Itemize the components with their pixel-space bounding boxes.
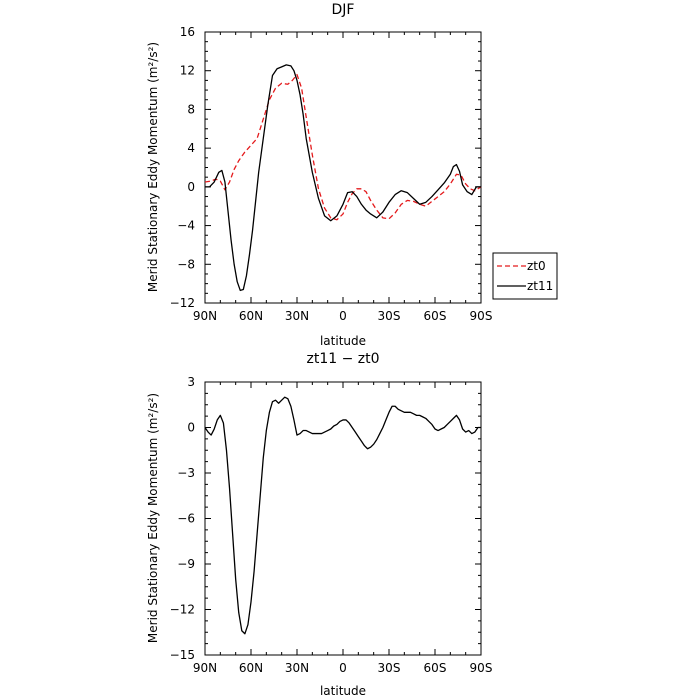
panel-bottom-ytick-label: −6 [177, 512, 195, 526]
panel-bottom-series-line-0 [204, 396, 481, 635]
legend-box [492, 252, 558, 300]
panel-top-xtick-label: 60N [239, 309, 263, 323]
panel-top-xtick-label: 30S [378, 309, 401, 323]
panel-bottom-ytick-label: −15 [170, 648, 195, 662]
panel-bottom-xtick-label: 30S [378, 661, 401, 675]
panel-top-xtick-label: 0 [339, 309, 347, 323]
panel-bottom-xlabel: latitude [320, 684, 366, 698]
panel-top-plot-area: 90N 60N 30N 0 30S 60S 90S −12 −8 −4 0 4 8 12 16 [170, 25, 493, 323]
panel-bottom-ytick-label: 3 [187, 375, 195, 389]
panel-top-ytick-label: −12 [170, 296, 195, 310]
panel-bottom-title: zt11 − zt0 [306, 351, 379, 367]
panel-top-series-line-zt0 [204, 73, 482, 221]
panel-top-ytick-label: 0 [187, 180, 195, 194]
panel-top-xtick-label: 90S [470, 309, 493, 323]
panel-top-xtick-label: 60S [424, 309, 447, 323]
panel-top-title: DJF [332, 2, 355, 18]
panel-bottom-ytick-label: −9 [177, 557, 195, 571]
panel-top-ytick-label: 8 [187, 102, 195, 116]
panel-bottom-xtick-label: 0 [339, 661, 347, 675]
panel-top-ytick-label: 12 [180, 64, 195, 78]
panel-top-frame [204, 31, 482, 304]
legend: zt0 zt11 [492, 252, 558, 300]
panel-top-ytick-label: −8 [177, 257, 195, 271]
legend-label-zt0: zt0 [527, 259, 546, 273]
panel-top-ylabel: Merid Stationary Eddy Momentum (m²/s²) [146, 42, 160, 292]
panel-top-ytick-label: −4 [177, 219, 195, 233]
panel-bottom-ylabel: Merid Stationary Eddy Momentum (m²/s²) [146, 393, 160, 643]
panel-bottom: zt11 − zt0 Merid Stationary Eddy Momentu… [146, 351, 492, 698]
panel-bottom-ytick-label: −12 [170, 603, 195, 617]
panel-top: DJF Merid Stationary Eddy Momentum (m²/s… [146, 2, 492, 348]
panel-bottom-xtick-label: 90N [193, 661, 217, 675]
panel-top-xtick-label: 30N [285, 309, 309, 323]
panel-bottom-ytick-label: 0 [187, 421, 195, 435]
panel-bottom-xtick-label: 30N [285, 661, 309, 675]
panel-top-series-line-zt11 [205, 64, 481, 292]
legend-label-zt11: zt11 [527, 279, 553, 293]
panel-bottom-plot-area: 90N 60N 30N 0 30S 60S 90S −15 −12 −9 −6 −3 0 3 [170, 375, 493, 675]
panel-bottom-ytick-label: −3 [177, 466, 195, 480]
panel-top-xlabel: latitude [320, 334, 366, 348]
panel-bottom-frame [204, 381, 482, 656]
panel-bottom-xtick-label: 60S [424, 661, 447, 675]
panel-top-ytick-label: 4 [187, 141, 195, 155]
panel-bottom-xtick-label: 60N [239, 661, 263, 675]
panel-top-ytick-label: 16 [180, 25, 195, 39]
panel-top-xtick-label: 90N [193, 309, 217, 323]
panel-bottom-xtick-label: 90S [470, 661, 493, 675]
